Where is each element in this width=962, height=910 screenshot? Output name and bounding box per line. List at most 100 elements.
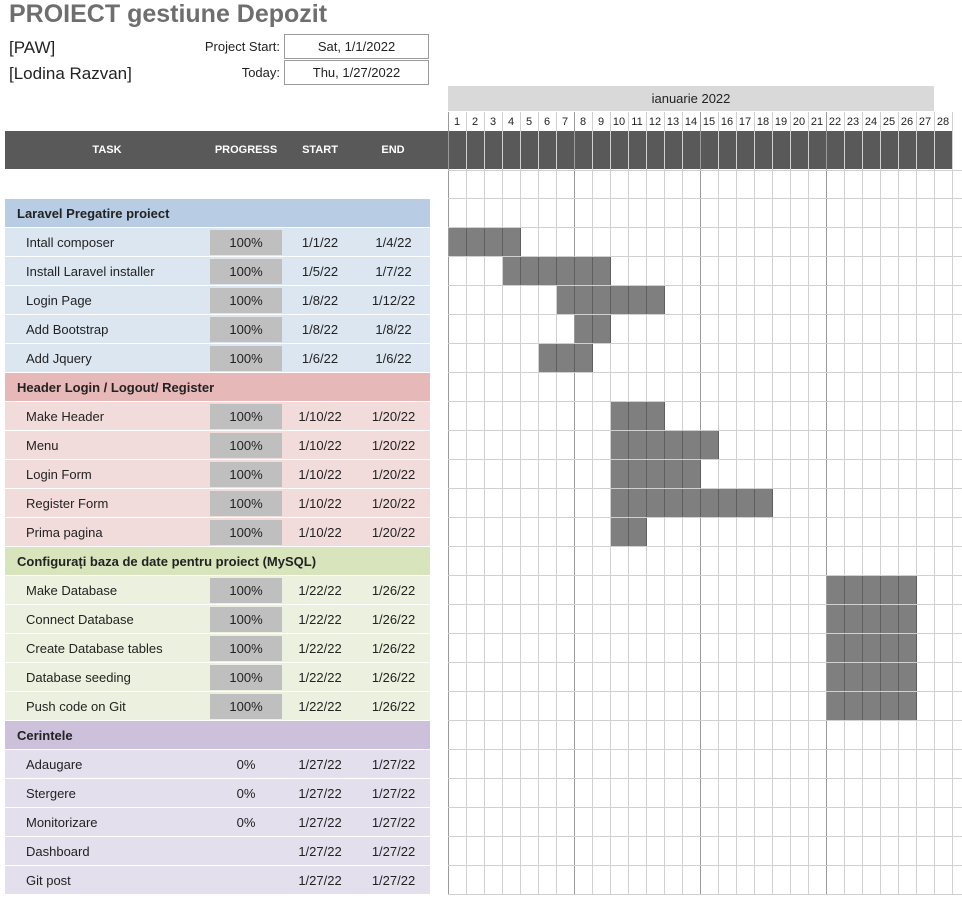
- gantt-bar-segment[interactable]: [827, 605, 845, 633]
- gantt-bar-segment[interactable]: [467, 228, 485, 256]
- gantt-bar-segment[interactable]: [629, 460, 647, 488]
- gantt-bar-segment[interactable]: [899, 663, 917, 691]
- phase-row[interactable]: Laravel Pregatire proiect: [5, 199, 430, 227]
- gantt-bar-segment[interactable]: [737, 489, 755, 517]
- gantt-bar-segment[interactable]: [575, 286, 593, 314]
- task-row[interactable]: Git post 1/27/22 1/27/22: [5, 866, 430, 894]
- day-number: 8: [579, 115, 587, 128]
- gantt-bar-segment[interactable]: [845, 663, 863, 691]
- task-row[interactable]: Database seeding 100% 1/22/22 1/26/22: [5, 663, 430, 691]
- task-name: Login Page: [26, 292, 92, 308]
- gantt-bar-segment[interactable]: [701, 431, 719, 459]
- gantt-bar-segment[interactable]: [665, 489, 683, 517]
- gantt-bar-segment[interactable]: [647, 431, 665, 459]
- task-row[interactable]: Add Bootstrap 100% 1/8/22 1/8/22: [5, 315, 430, 343]
- gantt-bar-segment[interactable]: [557, 344, 575, 372]
- gantt-bar-segment[interactable]: [719, 489, 737, 517]
- gantt-bar-segment[interactable]: [881, 605, 899, 633]
- gantt-bar-segment[interactable]: [827, 576, 845, 604]
- task-row[interactable]: Make Database 100% 1/22/22 1/26/22: [5, 576, 430, 604]
- gantt-bar-segment[interactable]: [845, 576, 863, 604]
- task-row[interactable]: Dashboard 1/27/22 1/27/22: [5, 837, 430, 865]
- gantt-bar-segment[interactable]: [557, 257, 575, 285]
- gantt-bar-segment[interactable]: [683, 460, 701, 488]
- gantt-bar-segment[interactable]: [881, 576, 899, 604]
- phase-row[interactable]: Configurați baza de date pentru proiect …: [5, 547, 430, 575]
- task-row[interactable]: Login Form 100% 1/10/22 1/20/22: [5, 460, 430, 488]
- gantt-bar-segment[interactable]: [611, 402, 629, 430]
- phase-row[interactable]: Header Login / Logout/ Register: [5, 373, 430, 401]
- gantt-bar-segment[interactable]: [863, 576, 881, 604]
- gantt-bar-segment[interactable]: [611, 489, 629, 517]
- column-header-bar: [5, 131, 953, 169]
- gantt-bar-segment[interactable]: [845, 692, 863, 720]
- gantt-bar-segment[interactable]: [863, 605, 881, 633]
- gantt-bar-segment[interactable]: [881, 663, 899, 691]
- gantt-bar-segment[interactable]: [575, 257, 593, 285]
- gantt-bar-segment[interactable]: [629, 489, 647, 517]
- task-row[interactable]: Intall composer 100% 1/1/22 1/4/22: [5, 228, 430, 256]
- task-row[interactable]: Monitorizare 0% 1/27/22 1/27/22: [5, 808, 430, 836]
- gantt-bar-segment[interactable]: [557, 286, 575, 314]
- task-row[interactable]: Connect Database 100% 1/22/22 1/26/22: [5, 605, 430, 633]
- gantt-bar-segment[interactable]: [629, 286, 647, 314]
- gantt-bar-segment[interactable]: [827, 692, 845, 720]
- gantt-bar-segment[interactable]: [881, 634, 899, 662]
- task-row[interactable]: Register Form 100% 1/10/22 1/20/22: [5, 489, 430, 517]
- gantt-bar-segment[interactable]: [503, 257, 521, 285]
- gantt-bar-segment[interactable]: [899, 634, 917, 662]
- gantt-bar-segment[interactable]: [611, 518, 629, 546]
- gantt-bar-segment[interactable]: [647, 402, 665, 430]
- gantt-bar-segment[interactable]: [899, 605, 917, 633]
- task-row[interactable]: Push code on Git 100% 1/22/22 1/26/22: [5, 692, 430, 720]
- task-row[interactable]: Create Database tables 100% 1/22/22 1/26/22: [5, 634, 430, 662]
- gantt-bar-segment[interactable]: [683, 431, 701, 459]
- gantt-bar-segment[interactable]: [881, 692, 899, 720]
- gantt-bar-segment[interactable]: [503, 228, 521, 256]
- gantt-bar-segment[interactable]: [539, 344, 557, 372]
- gantt-bar-segment[interactable]: [539, 257, 557, 285]
- gantt-bar-segment[interactable]: [899, 576, 917, 604]
- task-row[interactable]: Login Page 100% 1/8/22 1/12/22: [5, 286, 430, 314]
- gantt-bar-segment[interactable]: [647, 460, 665, 488]
- gantt-bar-segment[interactable]: [665, 431, 683, 459]
- gantt-bar-segment[interactable]: [629, 518, 647, 546]
- gantt-bar-segment[interactable]: [755, 489, 773, 517]
- task-row[interactable]: Prima pagina 100% 1/10/22 1/20/22: [5, 518, 430, 546]
- gantt-bar-segment[interactable]: [521, 257, 539, 285]
- gantt-bar-segment[interactable]: [899, 692, 917, 720]
- task-row[interactable]: Install Laravel installer 100% 1/5/22 1/7/2…: [5, 257, 430, 285]
- task-row[interactable]: Menu 100% 1/10/22 1/20/22: [5, 431, 430, 459]
- gantt-bar-segment[interactable]: [845, 634, 863, 662]
- gantt-bar-segment[interactable]: [863, 692, 881, 720]
- gantt-bar-segment[interactable]: [863, 663, 881, 691]
- gantt-bar-segment[interactable]: [593, 315, 611, 343]
- gantt-bar-segment[interactable]: [647, 489, 665, 517]
- gantt-bar-segment[interactable]: [485, 228, 503, 256]
- gantt-bar-segment[interactable]: [593, 286, 611, 314]
- gantt-bar-segment[interactable]: [575, 315, 593, 343]
- gantt-bar-segment[interactable]: [845, 605, 863, 633]
- gantt-bar-segment[interactable]: [863, 634, 881, 662]
- gantt-bar-segment[interactable]: [683, 489, 701, 517]
- task-row[interactable]: Add Jquery 100% 1/6/22 1/6/22: [5, 344, 430, 372]
- today-input[interactable]: Thu, 1/27/2022: [284, 60, 429, 85]
- gantt-bar-segment[interactable]: [611, 460, 629, 488]
- gantt-bar-segment[interactable]: [449, 228, 467, 256]
- task-row[interactable]: Adaugare 0% 1/27/22 1/27/22: [5, 750, 430, 778]
- gantt-bar-segment[interactable]: [827, 663, 845, 691]
- project-start-input[interactable]: Sat, 1/1/2022: [284, 34, 429, 59]
- gantt-bar-segment[interactable]: [575, 344, 593, 372]
- gantt-bar-segment[interactable]: [665, 460, 683, 488]
- gantt-bar-segment[interactable]: [629, 431, 647, 459]
- gantt-bar-segment[interactable]: [611, 431, 629, 459]
- gantt-bar-segment[interactable]: [593, 257, 611, 285]
- gantt-bar-segment[interactable]: [701, 489, 719, 517]
- task-row[interactable]: Stergere 0% 1/27/22 1/27/22: [5, 779, 430, 807]
- task-row[interactable]: Make Header 100% 1/10/22 1/20/22: [5, 402, 430, 430]
- phase-row[interactable]: Cerintele: [5, 721, 430, 749]
- gantt-bar-segment[interactable]: [647, 286, 665, 314]
- gantt-bar-segment[interactable]: [629, 402, 647, 430]
- gantt-bar-segment[interactable]: [827, 634, 845, 662]
- gantt-bar-segment[interactable]: [611, 286, 629, 314]
